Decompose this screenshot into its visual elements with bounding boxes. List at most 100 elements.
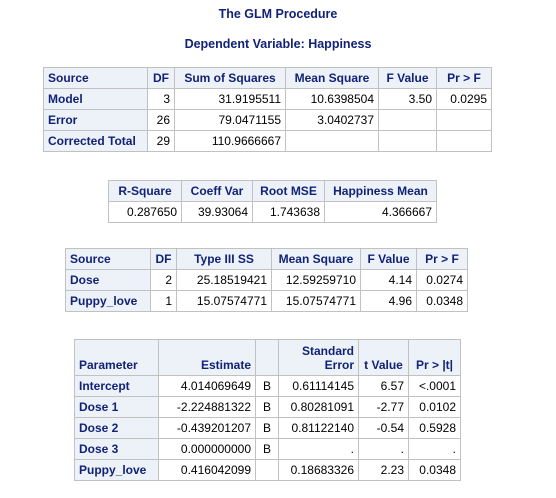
column-header-sum-of-squares: Sum of Squares (174, 67, 286, 89)
standard-error-header-line2: Error (324, 358, 354, 372)
type3-table: Source DF Type III SS Mean Square F Valu… (65, 248, 468, 312)
table-header-row: R-Square Coeff Var Root MSE Happiness Me… (108, 180, 437, 202)
stderr-cell: 0.18683326 (278, 459, 359, 481)
df-cell: 1 (150, 290, 177, 312)
r-square-value: 0.287650 (108, 201, 182, 223)
estimate-cell: -2.224881322 (158, 396, 256, 418)
stderr-cell: 0.81122140 (278, 417, 359, 439)
flag-cell: B (255, 375, 279, 397)
column-header-r-square: R-Square (108, 180, 182, 202)
ms-cell: 15.07574771 (271, 290, 361, 312)
ss-cell: 25.18519421 (176, 269, 272, 291)
table-row: Puppy_love 1 15.07574771 15.07574771 4.9… (65, 290, 468, 312)
ms-cell: 12.59259710 (271, 269, 361, 291)
estimate-cell: 0.000000000 (158, 438, 256, 460)
table-row: Dose 1 -2.224881322 B 0.80281091 -2.77 0… (74, 396, 461, 418)
column-header-p-value: Pr > F (416, 248, 468, 270)
column-header-t-value: t Value (358, 339, 409, 376)
p-cell: 0.0102 (408, 396, 461, 418)
row-label: Puppy_love (74, 459, 159, 481)
dependent-variable-title: Dependent Variable: Happiness (184, 37, 372, 51)
f-cell: 4.96 (360, 290, 417, 312)
df-cell: 29 (147, 130, 175, 152)
row-label: Error (43, 109, 148, 131)
f-cell: 4.14 (360, 269, 417, 291)
standard-error-header-line1: Standard (301, 344, 354, 358)
p-cell: 0.0348 (416, 290, 468, 312)
estimate-cell: 4.014069649 (158, 375, 256, 397)
table-row: Intercept 4.014069649 B 0.61114145 6.57 … (74, 375, 461, 397)
column-header-root-mse: Root MSE (252, 180, 325, 202)
column-header-source: Source (43, 67, 148, 89)
t-cell: 6.57 (358, 375, 409, 397)
p-cell: 0.5928 (408, 417, 461, 439)
p-cell: 0.0295 (436, 88, 492, 110)
anova-table: Source DF Sum of Squares Mean Square F V… (43, 67, 492, 152)
happiness-mean-value: 4.366667 (324, 201, 437, 223)
row-label: Corrected Total (43, 130, 148, 152)
column-header-p-t: Pr > |t| (408, 339, 461, 376)
column-header-parameter: Parameter (74, 339, 159, 376)
row-label: Puppy_love (65, 290, 151, 312)
ss-cell: 15.07574771 (176, 290, 272, 312)
row-label: Dose 3 (74, 438, 159, 460)
ms-cell: 3.0402737 (285, 109, 379, 131)
coeff-var-value: 39.93064 (181, 201, 253, 223)
df-cell: 3 (147, 88, 175, 110)
column-header-happiness-mean: Happiness Mean (324, 180, 437, 202)
df-cell: 26 (147, 109, 175, 131)
t-cell: -0.54 (358, 417, 409, 439)
column-header-df: DF (147, 67, 175, 89)
p-cell (436, 130, 492, 152)
column-header-f-value: F Value (360, 248, 417, 270)
p-cell: 0.0274 (416, 269, 468, 291)
table-row: Model 3 31.9195511 10.6398504 3.50 0.029… (43, 88, 492, 110)
table-header-row: Parameter Estimate Standard Error t Valu… (74, 339, 461, 376)
row-label: Dose 2 (74, 417, 159, 439)
row-label: Model (43, 88, 148, 110)
procedure-title: The GLM Procedure (218, 7, 338, 21)
table-row: 0.287650 39.93064 1.743638 4.366667 (108, 201, 437, 223)
ss-cell: 31.9195511 (174, 88, 286, 110)
p-cell: 0.0348 (408, 459, 461, 481)
t-cell: 2.23 (358, 459, 409, 481)
column-header-mean-square: Mean Square (285, 67, 379, 89)
table-row: Dose 2 25.18519421 12.59259710 4.14 0.02… (65, 269, 468, 291)
stderr-cell: 0.80281091 (278, 396, 359, 418)
column-header-mean-square: Mean Square (271, 248, 361, 270)
row-label: Dose (65, 269, 151, 291)
table-row: Dose 2 -0.439201207 B 0.81122140 -0.54 0… (74, 417, 461, 439)
column-header-standard-error: Standard Error (278, 339, 359, 376)
column-header-f-value: F Value (378, 67, 437, 89)
f-cell: 3.50 (378, 88, 437, 110)
column-header-flag (255, 339, 279, 376)
table-row: Dose 3 0.000000000 B . . . (74, 438, 461, 460)
ms-cell: 10.6398504 (285, 88, 379, 110)
flag-cell: B (255, 438, 279, 460)
ms-cell (285, 130, 379, 152)
flag-cell: B (255, 417, 279, 439)
table-row: Error 26 79.0471155 3.0402737 (43, 109, 492, 131)
estimate-cell: -0.439201207 (158, 417, 256, 439)
column-header-estimate: Estimate (158, 339, 256, 376)
column-header-df: DF (150, 248, 177, 270)
estimate-cell: 0.416042099 (158, 459, 256, 481)
table-row: Corrected Total 29 110.9666667 (43, 130, 492, 152)
p-cell: <.0001 (408, 375, 461, 397)
flag-cell (255, 459, 279, 481)
parameter-estimates-table: Parameter Estimate Standard Error t Valu… (74, 339, 461, 481)
flag-cell: B (255, 396, 279, 418)
column-header-source: Source (65, 248, 151, 270)
row-label: Intercept (74, 375, 159, 397)
fit-statistics-table: R-Square Coeff Var Root MSE Happiness Me… (108, 180, 437, 223)
ss-cell: 110.9666667 (174, 130, 286, 152)
f-cell (378, 130, 437, 152)
ss-cell: 79.0471155 (174, 109, 286, 131)
df-cell: 2 (150, 269, 177, 291)
column-header-type3-ss: Type III SS (176, 248, 272, 270)
column-header-coeff-var: Coeff Var (181, 180, 253, 202)
p-cell (436, 109, 492, 131)
root-mse-value: 1.743638 (252, 201, 325, 223)
column-header-p-value: Pr > F (436, 67, 492, 89)
table-row: Puppy_love 0.416042099 0.18683326 2.23 0… (74, 459, 461, 481)
